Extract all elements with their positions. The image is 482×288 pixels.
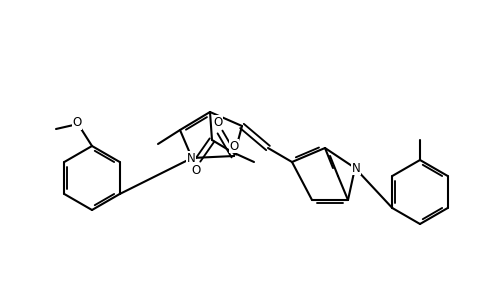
Text: N: N <box>187 151 195 164</box>
Text: N: N <box>352 162 361 175</box>
Text: O: O <box>72 117 81 130</box>
Text: O: O <box>229 139 239 153</box>
Text: O: O <box>214 115 223 128</box>
Text: O: O <box>191 164 201 177</box>
